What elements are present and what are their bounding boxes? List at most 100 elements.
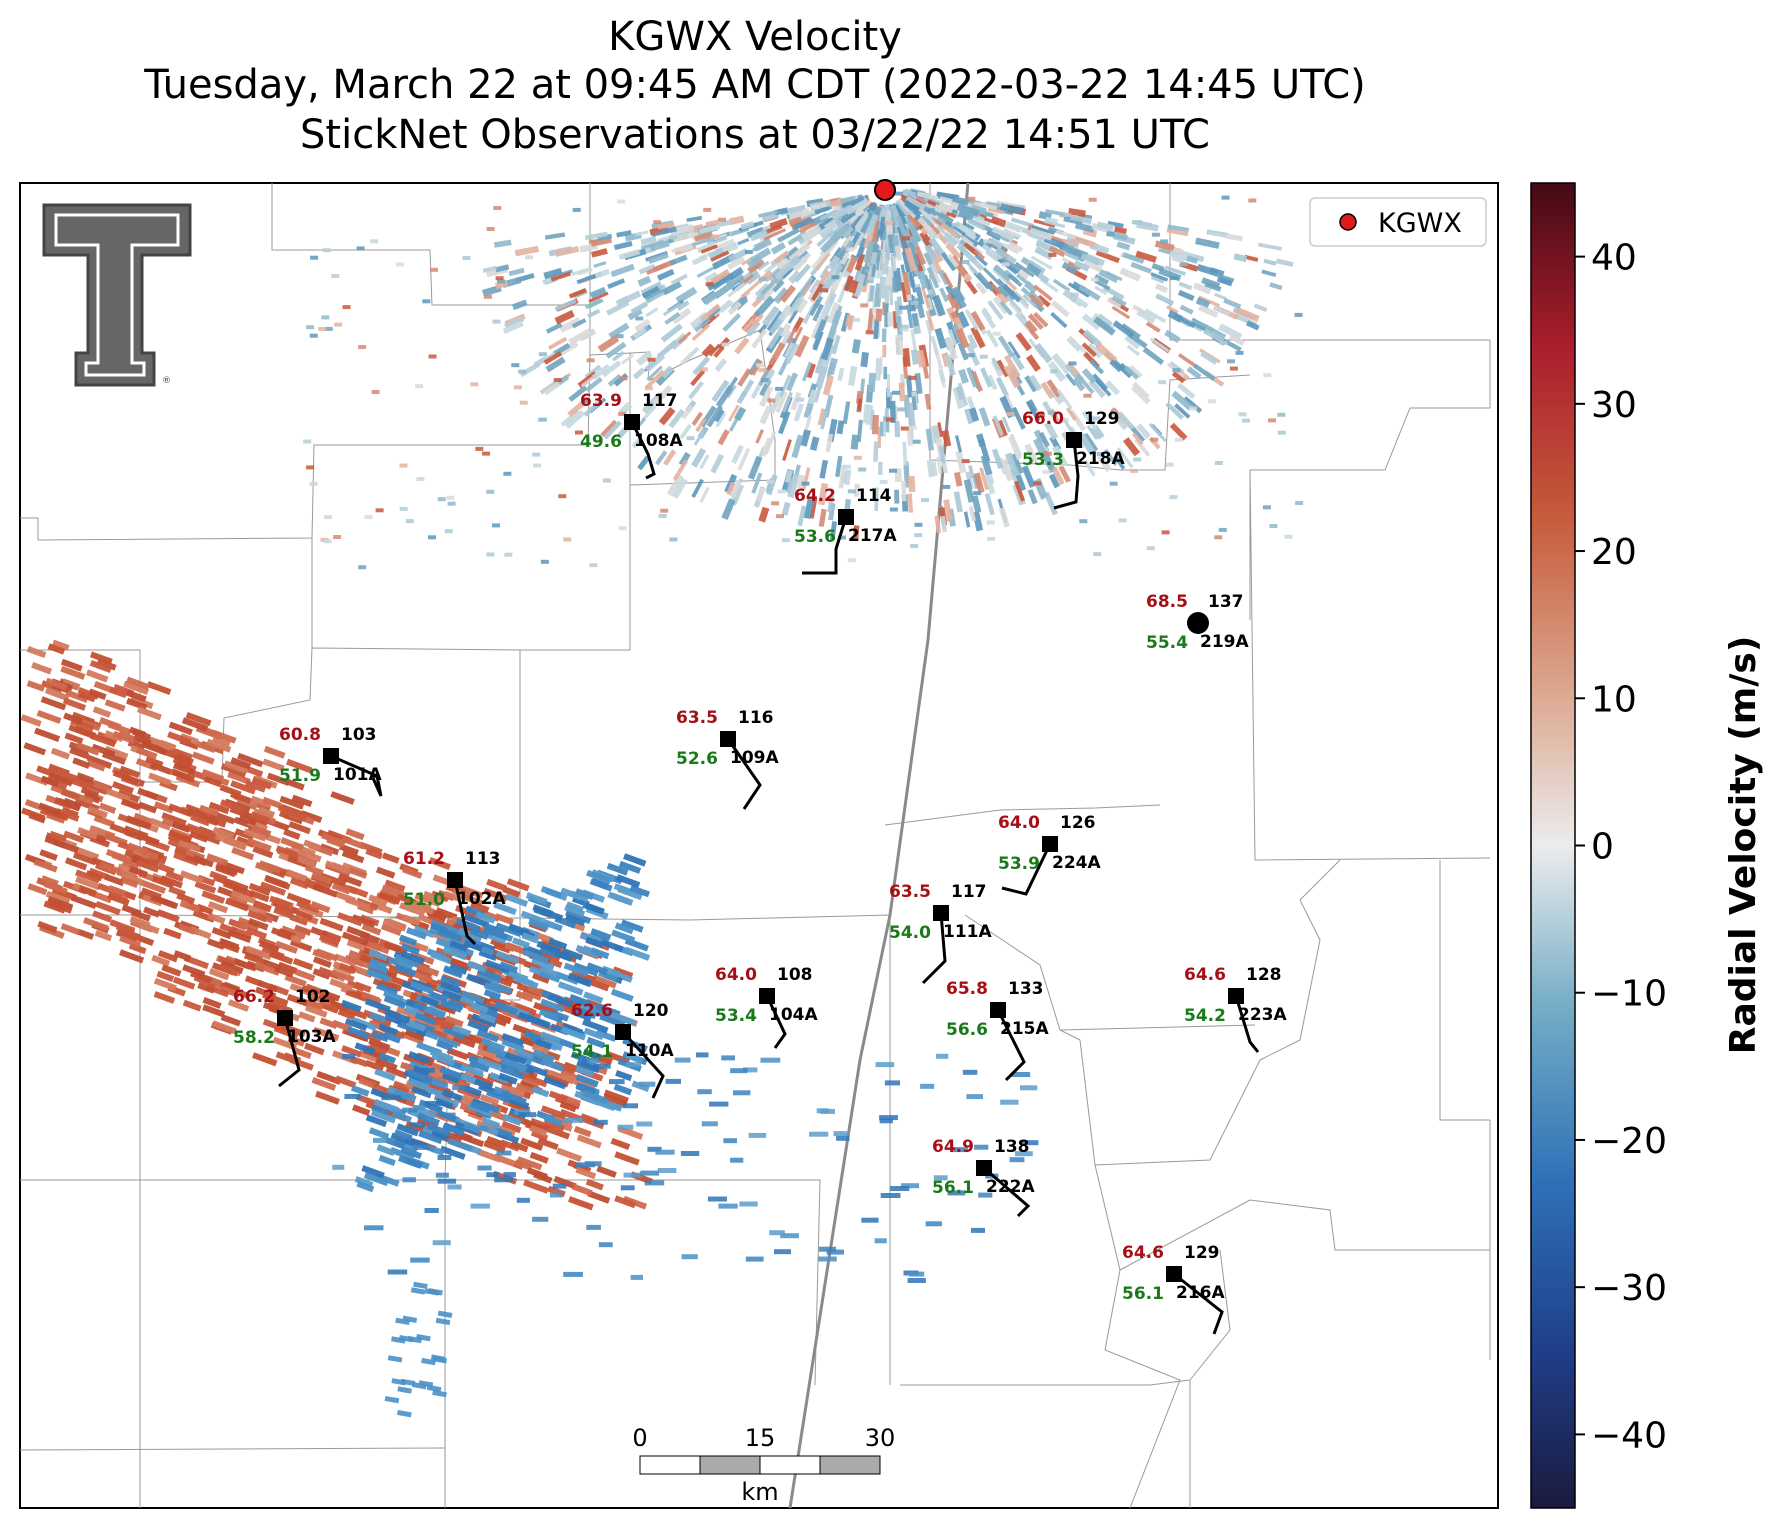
station-id: 223A [1238,1005,1287,1025]
station-102A: 61.2 113 51.0 102A [403,849,506,946]
station-gust: 113 [465,849,501,869]
station-dewpoint: 55.4 [1146,633,1188,653]
station-dewpoint: 53.6 [794,527,836,547]
wind-barb-icon [983,1166,1031,1218]
station-id: 224A [1052,853,1101,873]
scale-tick-15: 15 [745,1424,776,1452]
station-marker-icon [990,1002,1006,1018]
station-gust: 114 [856,486,892,506]
station-104A: 64.0 108 53.4 104A [715,965,818,1049]
legend: KGWX [1309,197,1487,247]
colorbar-tick-label: −10 [1591,974,1667,1015]
colorbar-tick-label: 30 [1591,385,1637,426]
texas-tech-logo: ® [42,203,192,387]
colorbar-tick-label: 10 [1591,679,1637,720]
station-marker-icon [1042,836,1058,852]
colorbar-label: Radial Velocity (m/s) [1723,636,1764,1055]
station-id: 215A [1000,1019,1049,1039]
station-dewpoint: 49.6 [580,432,622,452]
station-218A: 66.0 129 53.3 218A [1022,409,1125,510]
station-gust: 128 [1246,965,1282,985]
station-marker-icon [323,748,339,764]
station-gust: 129 [1084,409,1120,429]
station-110A: 62.6 120 54.1 110A [571,1001,674,1099]
station-marker-icon [615,1024,631,1040]
legend-label: KGWX [1378,208,1462,239]
kgwx-site-marker [874,179,896,201]
wind-barb-icon [1234,995,1260,1053]
station-marker-icon [976,1160,992,1176]
station-gust: 137 [1208,592,1244,612]
wind-barb-icon [1053,439,1080,510]
station-111A: 63.5 117 54.0 111A [889,882,992,985]
colorbar-tick-label: −30 [1591,1268,1667,1309]
station-109A: 63.5 116 52.6 109A [676,708,779,810]
station-id: 109A [730,748,779,768]
station-id: 111A [943,922,992,942]
station-id: 217A [848,526,897,546]
station-223A: 64.6 128 54.2 223A [1184,965,1287,1053]
scale-bar: 0 15 30 km [632,1424,895,1506]
station-224A: 64.0 126 53.9 224A [998,813,1101,896]
station-temperature: 64.9 [932,1137,974,1157]
wind-barb-icon [1001,843,1052,896]
station-gust: 108 [777,965,813,985]
station-dewpoint: 53.4 [715,1006,757,1026]
station-id: 104A [769,1005,818,1025]
state-line [788,183,970,1508]
wind-barb-icon [1173,1272,1224,1335]
wind-barb-icon [330,754,383,797]
station-temperature: 63.5 [889,882,931,902]
station-216A: 64.6 129 56.1 216A [1122,1243,1225,1335]
station-marker-icon [838,509,854,525]
scale-tick-0: 0 [632,1424,647,1452]
title-obs: StickNet Observations at 03/22/22 14:51 … [300,112,1210,158]
colorbar-tick-label: 40 [1591,238,1637,279]
station-id: 102A [457,889,506,909]
station-temperature: 68.5 [1146,592,1188,612]
station-dewpoint: 53.9 [998,854,1040,874]
station-dewpoint: 53.3 [1022,450,1064,470]
station-id: 103A [287,1027,336,1047]
station-temperature: 63.5 [676,708,718,728]
station-gust: 133 [1008,979,1044,999]
radar-returns [20,188,1304,1418]
station-temperature: 63.9 [580,391,622,411]
station-101A: 60.8 103 51.9 101A [279,725,383,797]
station-temperature: 64.6 [1122,1243,1164,1263]
station-marker-icon [277,1010,293,1026]
colorbar-tick-label: 0 [1591,827,1614,868]
title-radar: KGWX Velocity [608,14,902,60]
wind-barb-icon [765,995,787,1049]
station-dewpoint: 56.1 [1122,1284,1164,1304]
station-dewpoint: 56.6 [946,1020,988,1040]
colorbar-gradient [1530,182,1576,1509]
station-marker-icon [933,905,949,921]
station-marker-icon [447,872,463,888]
legend-marker-icon [1339,213,1357,231]
wind-barb-icon [621,1030,665,1099]
station-temperature: 65.8 [946,979,988,999]
station-temperature: 62.6 [571,1001,613,1021]
station-temperature: 64.0 [998,813,1040,833]
station-dewpoint: 54.2 [1184,1006,1226,1026]
wind-barb-icon [630,421,656,480]
station-id: 108A [634,431,683,451]
station-gust: 117 [951,882,987,902]
station-temperature: 61.2 [403,849,445,869]
svg-text:®: ® [162,376,171,386]
station-temperature: 66.0 [1022,409,1064,429]
station-marker-icon [624,414,640,430]
station-dewpoint: 56.1 [932,1178,974,1198]
stations-layer: 63.9 117 49.6 108A 64.2 114 53.6 217A 66.0 129 53.… [233,391,1287,1335]
station-219A: 68.5 137 55.4 219A [1146,592,1249,653]
wind-barb-icon [453,879,477,946]
station-id: 219A [1200,632,1249,652]
station-id: 222A [986,1177,1035,1197]
station-dewpoint: 51.9 [279,766,321,786]
station-id: 216A [1176,1283,1225,1303]
station-gust: 120 [633,1001,669,1021]
station-temperature: 60.8 [279,725,321,745]
colorbar-tick-label: −20 [1591,1121,1667,1162]
